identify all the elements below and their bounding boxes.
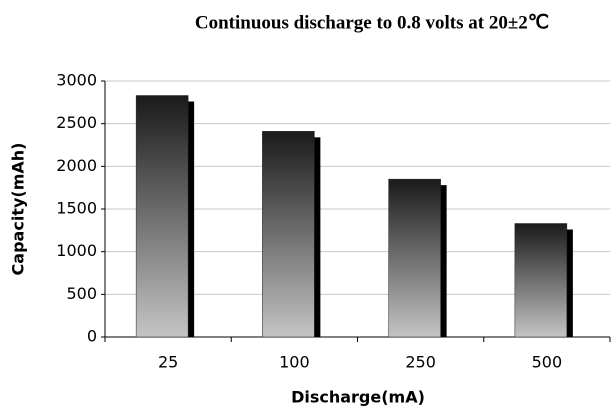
x-tick-label: 100 [279,353,310,372]
y-tick-label: 0 [87,327,97,346]
x-tick-label: 500 [532,353,563,372]
y-tick-label: 500 [66,284,97,303]
bar [262,131,315,338]
x-tick-label: 250 [405,353,436,372]
y-tick-label: 1500 [56,199,97,218]
bar [514,223,568,338]
bar [388,178,441,338]
y-tick-label: 3000 [56,71,97,90]
x-axis-title: Discharge(mA) [291,388,425,407]
y-axis-title: Capacity(mAh) [9,143,28,276]
chart-title: Continuous discharge to 0.8 volts at 20±… [195,12,549,33]
x-tick-label: 25 [158,353,178,372]
bar [135,95,189,338]
y-tick-label: 2500 [56,113,97,132]
y-tick-label: 1000 [56,241,97,260]
y-tick-label: 2000 [56,156,97,175]
